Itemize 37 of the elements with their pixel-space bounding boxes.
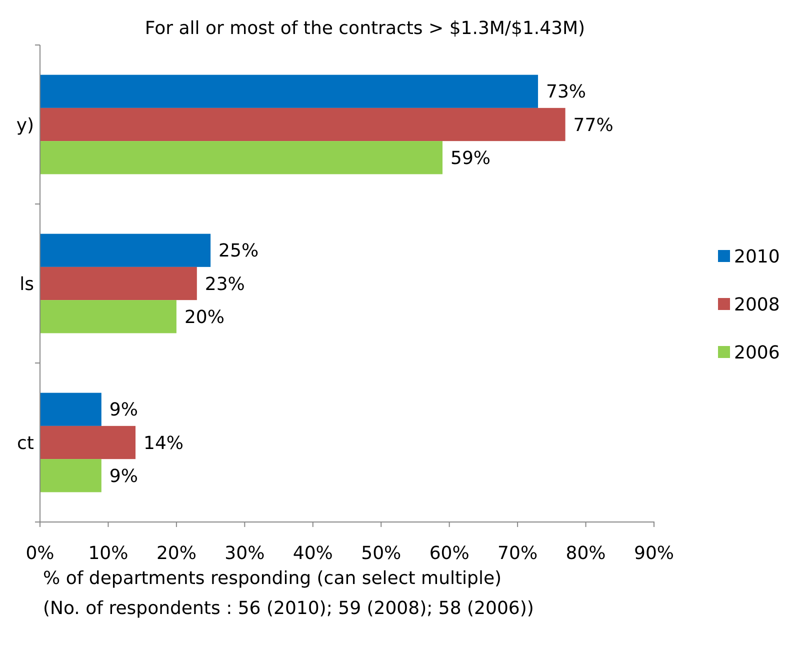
y-tick-label: ls bbox=[20, 274, 34, 295]
y-tick-label: y) bbox=[16, 114, 34, 136]
bar bbox=[40, 266, 197, 300]
data-label: 25% bbox=[218, 240, 259, 262]
data-label: 9% bbox=[109, 400, 138, 421]
bar bbox=[40, 141, 443, 174]
x-tick-label: 50% bbox=[361, 542, 402, 564]
x-tick-label: 60% bbox=[429, 542, 470, 564]
legend-label: 2006 bbox=[734, 342, 780, 364]
data-label: 14% bbox=[144, 432, 184, 454]
bar bbox=[40, 108, 566, 142]
chart-title: For all or most of the contracts > $1.3M/$1.43M) bbox=[144, 18, 586, 39]
x-tick-label: 80% bbox=[566, 542, 606, 564]
bar bbox=[40, 392, 102, 426]
y-tick-label: ct bbox=[17, 432, 34, 454]
data-label: 23% bbox=[204, 274, 245, 295]
x-axis-title: % of departments responding (can select multiple) bbox=[43, 568, 502, 589]
bar bbox=[40, 426, 136, 460]
x-tick-label: 90% bbox=[634, 542, 674, 564]
data-label: 59% bbox=[450, 148, 491, 169]
x-tick-label: 70% bbox=[498, 542, 538, 564]
data-label: 20% bbox=[184, 306, 224, 328]
x-tick-label: 40% bbox=[292, 542, 333, 564]
bar bbox=[40, 74, 538, 108]
bar bbox=[40, 300, 176, 334]
x-tick-label: 10% bbox=[88, 542, 128, 564]
legend-label: 2010 bbox=[734, 246, 780, 268]
data-label: 73% bbox=[546, 82, 586, 103]
bar bbox=[40, 234, 211, 267]
legend-label: 2008 bbox=[734, 294, 780, 316]
text: (No. of respondents : 56 (2010); 59 (2008); 58 (2006)) bbox=[43, 598, 534, 619]
data-label: 77% bbox=[573, 114, 614, 136]
x-tick-label: 0% bbox=[26, 542, 54, 564]
x-tick-label: 30% bbox=[224, 542, 265, 564]
data-label: 9% bbox=[109, 466, 138, 487]
bar bbox=[40, 459, 102, 492]
x-tick-label: 20% bbox=[156, 542, 196, 564]
